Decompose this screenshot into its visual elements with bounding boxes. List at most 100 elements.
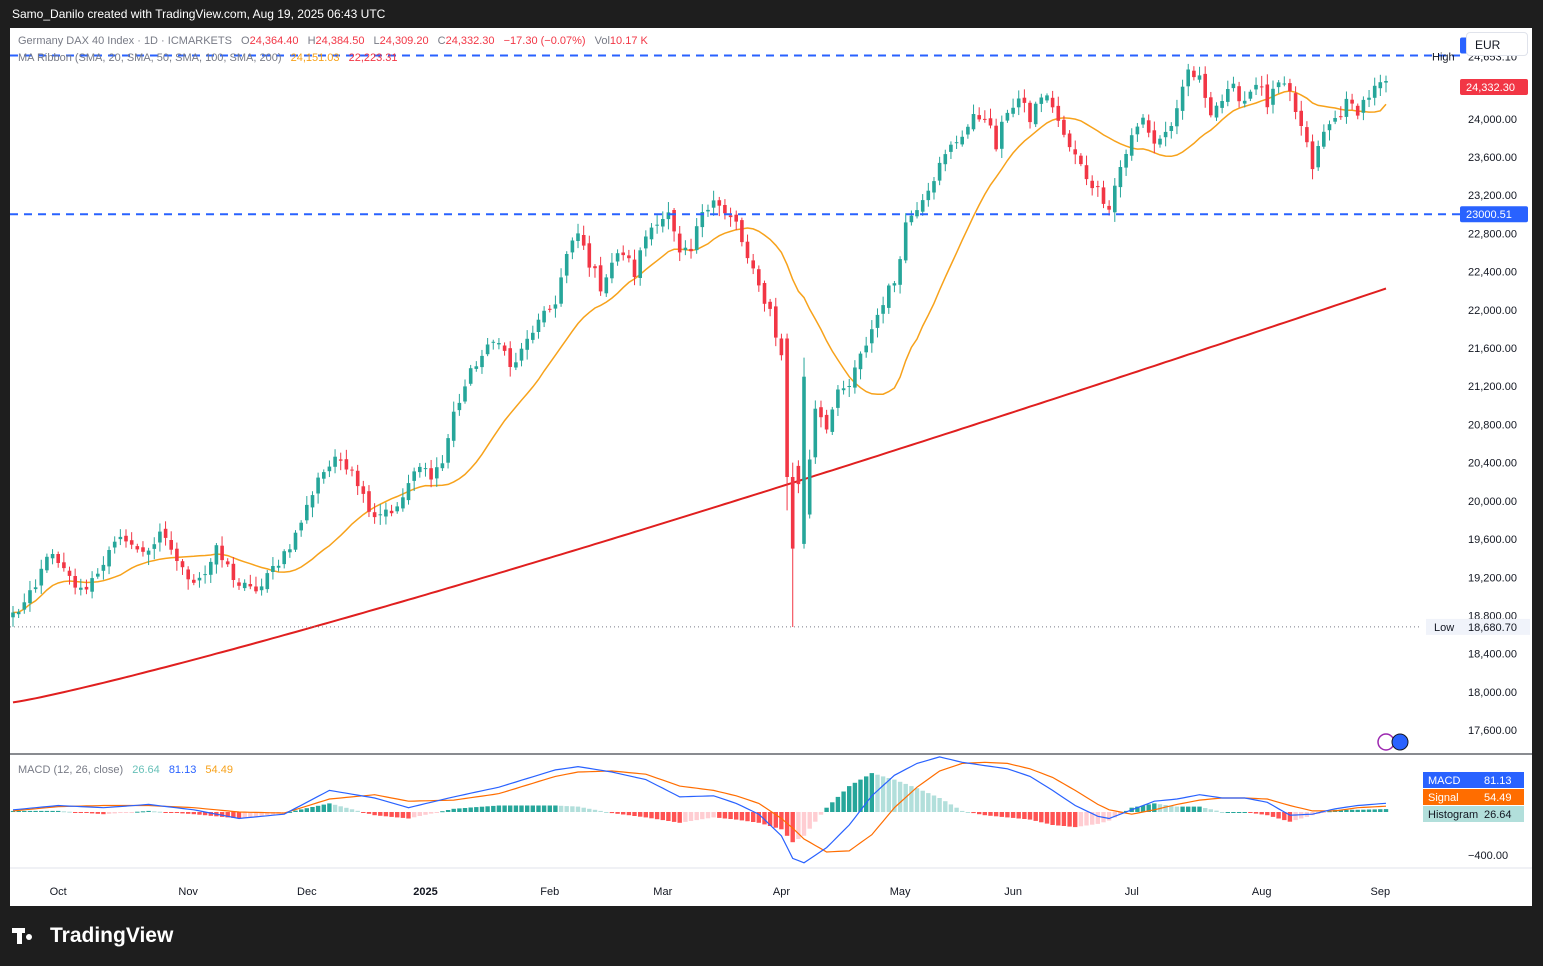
candle-body[interactable] (598, 265, 603, 292)
candle-body[interactable] (124, 535, 128, 542)
candle-body[interactable] (152, 544, 157, 549)
candle-body[interactable] (1293, 93, 1298, 112)
candle-body[interactable] (1220, 101, 1224, 108)
candle-body[interactable] (1180, 86, 1185, 111)
candle-body[interactable] (350, 469, 354, 471)
candle-body[interactable] (1259, 86, 1264, 88)
candle-body[interactable] (293, 532, 298, 550)
candle-body[interactable] (644, 236, 648, 249)
candle-body[interactable] (779, 338, 784, 356)
candle-body[interactable] (480, 355, 484, 368)
candle-body[interactable] (446, 438, 450, 463)
candle-body[interactable] (220, 545, 224, 561)
candle-body[interactable] (1271, 88, 1275, 105)
candle-body[interactable] (22, 602, 27, 610)
candle-body[interactable] (406, 483, 411, 501)
candle-body[interactable] (322, 472, 326, 479)
candle-body[interactable] (118, 536, 123, 540)
candle-body[interactable] (282, 551, 286, 565)
candle-body[interactable] (983, 118, 987, 120)
candle-body[interactable] (1022, 97, 1027, 103)
candle-body[interactable] (299, 522, 303, 531)
candle-body[interactable] (531, 332, 535, 340)
candle-body[interactable] (146, 550, 151, 555)
candle-body[interactable] (96, 573, 100, 577)
candle-body[interactable] (237, 582, 241, 586)
candle-body[interactable] (1254, 84, 1258, 90)
candle-body[interactable] (1107, 205, 1111, 210)
candle-body[interactable] (1299, 110, 1303, 126)
candle-body[interactable] (1322, 131, 1326, 147)
candle-body[interactable] (180, 561, 185, 568)
candle-body[interactable] (677, 233, 682, 253)
candle-body[interactable] (1242, 100, 1247, 104)
candle-body[interactable] (954, 142, 959, 144)
candle-body[interactable] (1372, 85, 1377, 98)
candle-body[interactable] (56, 554, 60, 563)
candle-body[interactable] (45, 556, 49, 571)
candle-body[interactable] (796, 465, 801, 485)
candle-body[interactable] (67, 570, 72, 576)
candle-body[interactable] (344, 459, 349, 470)
candle-body[interactable] (209, 561, 213, 575)
candle-body[interactable] (1124, 154, 1128, 168)
candle-body[interactable] (1090, 180, 1094, 189)
candle-body[interactable] (412, 471, 416, 481)
candle-body[interactable] (1288, 83, 1292, 92)
candle-body[interactable] (248, 584, 253, 587)
candle-body[interactable] (926, 190, 931, 201)
candle-body[interactable] (163, 528, 168, 538)
candle-body[interactable] (909, 215, 914, 223)
candle-body[interactable] (745, 241, 750, 259)
macd-legend[interactable]: MACD (12, 26, close) 26.64 81.13 54.49 (18, 764, 233, 776)
candle-body[interactable] (881, 305, 885, 314)
candle-body[interactable] (632, 259, 637, 278)
candle-body[interactable] (1000, 121, 1004, 149)
candle-body[interactable] (819, 407, 823, 418)
candle-body[interactable] (514, 362, 518, 368)
candle-body[interactable] (141, 547, 145, 552)
candle-body[interactable] (39, 568, 44, 586)
candle-body[interactable] (112, 541, 117, 548)
candle-body[interactable] (1033, 103, 1038, 125)
candle-body[interactable] (355, 470, 360, 487)
candle-body[interactable] (836, 389, 840, 408)
candle-body[interactable] (977, 115, 981, 120)
candle-body[interactable] (1333, 118, 1337, 122)
candle-body[interactable] (875, 314, 880, 328)
candle-body[interactable] (734, 214, 738, 222)
candle-body[interactable] (870, 329, 874, 344)
candle-body[interactable] (1344, 98, 1349, 117)
candle-body[interactable] (621, 252, 625, 256)
candle-body[interactable] (101, 564, 106, 571)
candle-body[interactable] (615, 253, 620, 262)
candle-body[interactable] (1062, 119, 1066, 135)
candle-body[interactable] (175, 548, 179, 561)
candle-body[interactable] (231, 563, 236, 580)
ma-ribbon-legend[interactable]: MA Ribbon (SMA, 20, SMA, 50, SMA, 100, S… (18, 52, 398, 64)
candle-body[interactable] (960, 136, 964, 145)
candle-body[interactable] (807, 459, 812, 515)
candle-body[interactable] (548, 308, 552, 310)
candle-body[interactable] (1175, 108, 1179, 127)
candle-body[interactable] (288, 549, 292, 553)
candle-body[interactable] (435, 467, 439, 479)
candle-body[interactable] (1169, 126, 1174, 131)
candle-body[interactable] (1028, 102, 1032, 123)
candle-body[interactable] (214, 545, 219, 565)
candle-body[interactable] (1310, 141, 1315, 170)
candle-body[interactable] (1282, 83, 1287, 85)
candle-body[interactable] (858, 353, 863, 370)
candle-body[interactable] (576, 233, 580, 241)
candle-body[interactable] (1050, 97, 1055, 108)
candle-body[interactable] (497, 343, 501, 345)
candle-body[interactable] (440, 463, 445, 469)
candle-body[interactable] (169, 540, 173, 550)
candle-body[interactable] (401, 497, 405, 509)
candle-body[interactable] (50, 554, 55, 559)
candle-body[interactable] (474, 366, 479, 369)
candle-body[interactable] (1073, 149, 1077, 155)
candle-body[interactable] (333, 456, 337, 467)
candle-body[interactable] (1084, 165, 1089, 180)
candle-body[interactable] (920, 200, 925, 212)
